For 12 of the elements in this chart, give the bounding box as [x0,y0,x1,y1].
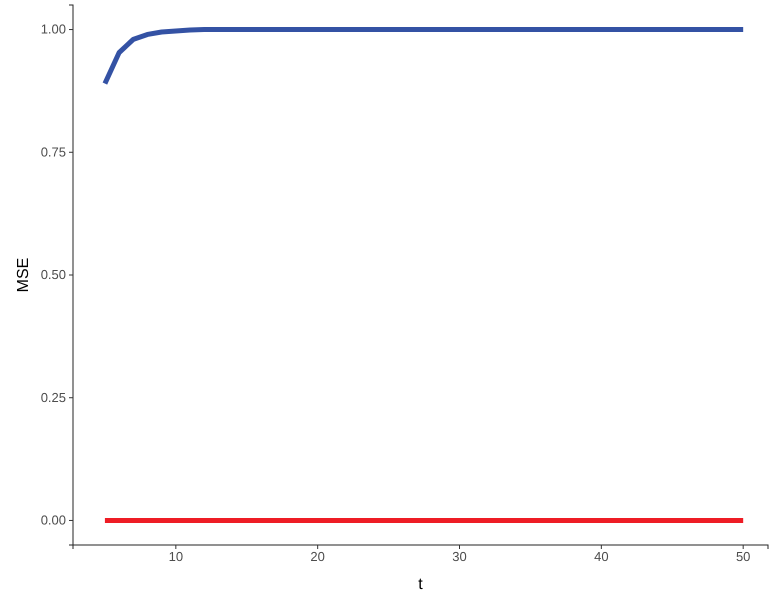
x-tick-label: 40 [594,549,609,564]
y-tick-label: 0.50 [40,267,66,282]
x-tick-label: 50 [736,549,750,564]
x-tick-label: 20 [310,549,325,564]
y-tick-label: 0.00 [40,512,66,528]
y-tick-label: 1.00 [40,22,66,37]
y-tick-label: 0.25 [40,390,66,405]
y-axis-title: MSE [15,258,32,292]
x-tick-label: 30 [452,549,467,564]
x-axis-title: t [418,576,424,593]
y-tick-label: 0.75 [40,144,66,160]
x-tick-label: 10 [168,549,184,564]
